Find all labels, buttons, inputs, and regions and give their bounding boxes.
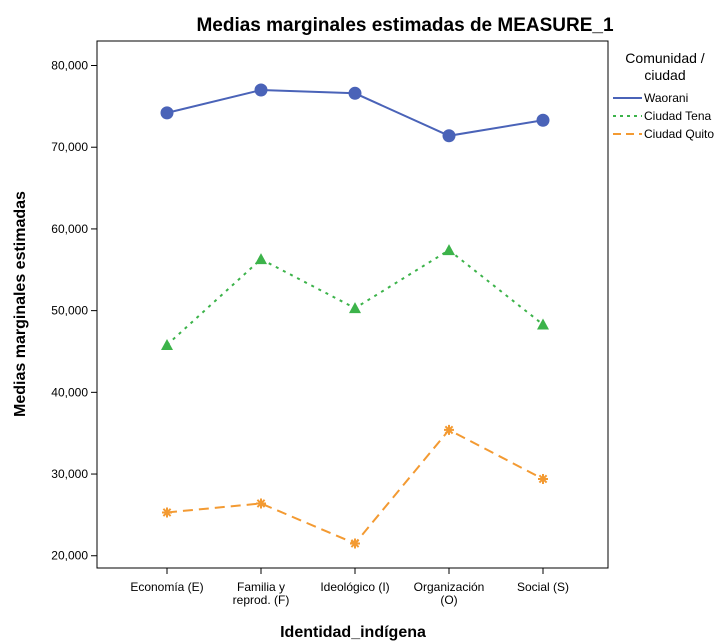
series-waorani [160,83,550,143]
series-layer [160,83,550,549]
series-ciudad-quito [162,424,548,549]
x-tick-label-line: Ideológico (I) [320,580,389,594]
series-line [166,248,544,346]
data-point-asterisk-center [258,501,264,506]
series-line [166,428,544,545]
data-point-asterisk-center [164,510,170,515]
data-point-triangle [537,318,549,330]
data-point-asterisk-center [446,427,452,433]
plot-frame [96,40,609,569]
data-point-triangle [443,244,455,256]
data-point-circle [536,113,550,127]
y-tick-label: 80,000 [51,59,88,73]
data-point-asterisk-center [352,541,358,546]
legend-label: Waorani [644,91,688,105]
data-point-triangle [349,302,361,314]
y-tick-label: 30,000 [51,467,88,481]
legend-item: Ciudad Tena [613,109,711,123]
x-tick-label-line: (O) [440,593,457,607]
x-tick-label-line: Familia y [237,580,285,594]
data-point-circle [442,129,456,143]
data-point-triangle [255,253,267,265]
y-tick-label: 20,000 [51,549,88,563]
x-tick-label-line: Economía (E) [130,580,203,594]
x-tick-label: Organización (O) [414,580,485,607]
data-point-circle [348,86,362,100]
legend-label: Ciudad Quito [644,127,714,141]
data-point-circle [160,106,174,120]
y-tick-label: 50,000 [51,304,88,318]
legend: Comunidad / ciudad Waorani Ciudad Tena Ciuda… [613,50,714,141]
data-point-asterisk-center [540,476,546,482]
x-tick-label: Familia y reprod. (F) [233,580,290,607]
x-tick-label-line: reprod. (F) [233,593,290,607]
y-axis-title: Medias marginales estimadas [12,191,29,417]
legend-label: Ciudad Tena [644,109,711,123]
x-tick-label: Economía (E) [130,580,203,594]
y-tick-label: 60,000 [51,222,88,236]
legend-title-line: Comunidad / [625,50,704,66]
x-tick-label-line: Organización [414,580,485,594]
x-axis: Economía (E) Familia y reprod. (F) Ideológi… [130,568,569,607]
y-axis: 20,000 30,000 40,000 50,000 60,000 70,000 80,0… [51,59,97,563]
legend-item: Ciudad Quito [613,127,714,141]
series-ciudad-tena [161,244,549,350]
data-point-circle [254,83,268,97]
x-tick-label-line: Social (S) [517,580,569,594]
y-tick-label: 40,000 [51,385,88,399]
chart-title: Medias marginales estimadas de MEASURE_1 [196,15,614,36]
y-tick-label: 70,000 [51,140,88,154]
legend-title: Comunidad / ciudad [625,50,704,83]
x-tick-label: Ideológico (I) [320,580,389,594]
x-axis-title: Identidad_indígena [280,624,426,641]
data-point-triangle [161,338,173,350]
legend-item: Waorani [613,91,688,105]
legend-title-line: ciudad [644,67,685,83]
x-tick-label: Social (S) [517,580,569,594]
